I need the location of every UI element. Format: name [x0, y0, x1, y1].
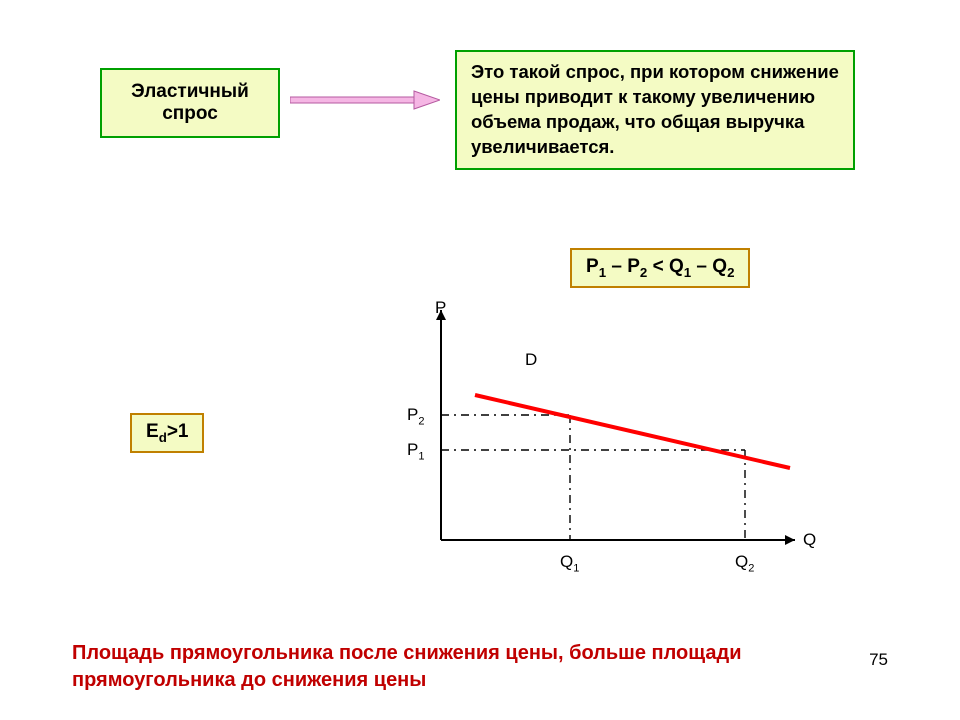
elastic-demand-box: Эластичный спрос	[100, 68, 280, 138]
inequality-box: P1 – P2 < Q1 – Q2	[570, 248, 750, 288]
elasticity-condition-box: Ed>1	[130, 413, 204, 453]
page-number: 75	[869, 650, 888, 670]
conclusion-content: Площадь прямоугольника после снижения це…	[72, 642, 741, 691]
definition-box: Это такой спрос, при котором снижение це…	[455, 50, 855, 170]
definition-text: Это такой спрос, при котором снижение це…	[471, 61, 839, 157]
elastic-demand-label: Эластичный спрос	[116, 81, 264, 125]
conclusion-text: Площадь прямоугольника после снижения це…	[72, 640, 872, 694]
connector-arrow	[290, 90, 440, 115]
demand-chart: PQDP2P1Q1Q2	[395, 300, 835, 590]
elasticity-condition-text: Ed>1	[146, 421, 188, 442]
inequality-text: P1 – P2 < Q1 – Q2	[586, 256, 734, 277]
page-number-value: 75	[869, 650, 888, 669]
